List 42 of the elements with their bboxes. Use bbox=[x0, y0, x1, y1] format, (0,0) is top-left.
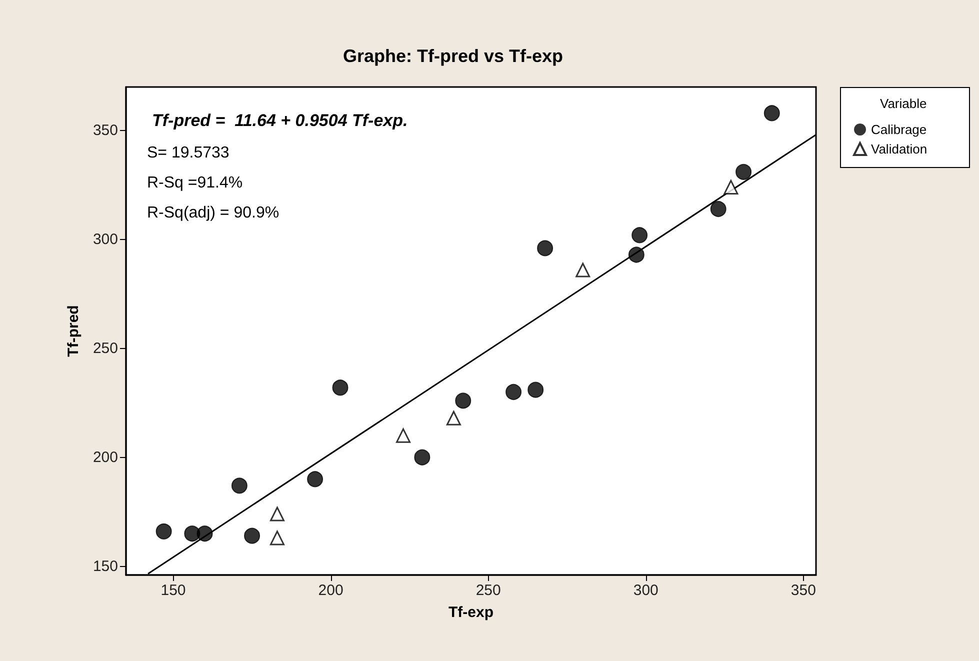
point bbox=[244, 528, 260, 544]
point bbox=[332, 380, 348, 396]
point bbox=[414, 449, 430, 466]
point bbox=[628, 246, 644, 263]
x-tick-label: 350 bbox=[790, 582, 816, 599]
x-tick-label: 300 bbox=[633, 582, 658, 599]
annotation: R-Sq =91.4% bbox=[147, 174, 243, 192]
point bbox=[231, 478, 248, 494]
point bbox=[632, 227, 648, 244]
y-tick-label: 350 bbox=[92, 122, 118, 140]
annotation: R-Sq(adj) = 90.9% bbox=[147, 204, 280, 222]
legend-label: Validation bbox=[871, 142, 928, 156]
point bbox=[576, 262, 590, 278]
y-tick-label: 250 bbox=[92, 340, 118, 357]
legend-title: Variable bbox=[880, 96, 927, 111]
point bbox=[446, 410, 461, 426]
x-tick-label: 200 bbox=[318, 582, 344, 599]
chart-title: Graphe: Tf-pred vs Tf-exp bbox=[342, 46, 564, 66]
x-axis-title: Tf-exp bbox=[448, 604, 494, 621]
point bbox=[724, 180, 738, 194]
point bbox=[506, 384, 522, 400]
legend-label: Calibrage bbox=[871, 122, 927, 137]
y-axis-title: Tf-pred bbox=[65, 305, 82, 357]
point bbox=[736, 164, 752, 180]
point bbox=[528, 382, 544, 398]
y-tick-label: 200 bbox=[92, 448, 118, 466]
point bbox=[455, 392, 472, 409]
point bbox=[537, 240, 554, 256]
point bbox=[764, 105, 780, 122]
point bbox=[710, 201, 726, 217]
x-tick-label: 150 bbox=[160, 582, 186, 599]
point bbox=[396, 428, 411, 443]
annotation: S= 19.5733 bbox=[147, 144, 230, 162]
point bbox=[196, 526, 213, 542]
annotation: Tf-pred = 11.64 + 0.9504 Tf-exp. bbox=[152, 111, 408, 130]
point bbox=[270, 530, 284, 546]
point bbox=[156, 523, 172, 540]
point bbox=[307, 471, 324, 488]
x-tick-label: 250 bbox=[476, 582, 501, 599]
y-tick-label: 150 bbox=[92, 558, 118, 575]
point bbox=[270, 506, 284, 522]
y-tick-label: 300 bbox=[92, 231, 118, 248]
